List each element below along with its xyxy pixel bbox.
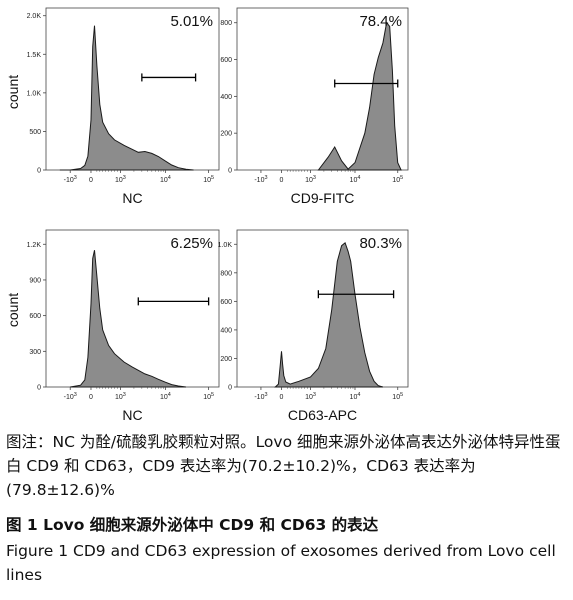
y-tick-label: 1.5K — [27, 52, 42, 59]
x-tick-label: -103 — [254, 175, 267, 184]
gate-percentage: 6.25% — [170, 235, 213, 252]
histogram-area — [317, 21, 402, 171]
flow-cytometry-panels: 2.0K 1.5K 1.0K 500 0 -103 0 103 104 105 5.01% NC cou… — [5, 7, 409, 420]
plot-frame — [45, 7, 220, 171]
figure-title-english: Figure 1 CD9 and CD63 expression of exos… — [6, 542, 556, 584]
x-tick-label: 105 — [203, 175, 214, 184]
x-tick-label: 103 — [305, 175, 316, 184]
gate-percentage: 80.3% — [359, 235, 402, 252]
histogram-panel-bottom-right: 1.0K 800 600 400 200 0 -103 0 103 104 105 80.3% CD63… — [218, 229, 409, 420]
y-tick-label: 400 — [220, 327, 232, 334]
histogram-area — [59, 25, 194, 171]
y-tick-label: 1.0K — [27, 90, 42, 97]
y-tick-label: 600 — [220, 299, 232, 306]
y-tick-label: 1.0K — [218, 242, 233, 249]
x-tick-label: -103 — [64, 392, 77, 401]
x-tick-label: 104 — [160, 175, 171, 184]
figure-title-chinese: 图 1 Lovo 细胞来源外泌体中 CD9 和 CD63 的表达 — [6, 516, 379, 534]
y-tick-label: 0 — [37, 168, 41, 175]
histogram-figure: 2.0K 1.5K 1.0K 500 0 -103 0 103 104 105 5.01% NC cou… — [5, 7, 409, 420]
histogram-area — [274, 241, 384, 388]
x-tick-label: 104 — [350, 175, 361, 184]
y-tick-label: 0 — [228, 385, 232, 392]
y-tick-label: 400 — [220, 94, 232, 101]
x-tick-label: 0 — [280, 394, 284, 401]
y-tick-label: 600 — [220, 57, 232, 64]
histogram-panel-top-left: 2.0K 1.5K 1.0K 500 0 -103 0 103 104 105 5.01% NC cou… — [5, 7, 220, 206]
y-tick-label: 800 — [220, 270, 232, 277]
x-tick-label: -103 — [64, 175, 77, 184]
figure-note: 图注：NC 为酫/硫酸乳胶颗粒对照。Lovo 细胞来源外泌体高表达外泌体特异性蛋… — [6, 433, 561, 499]
x-tick-label: 104 — [160, 392, 171, 401]
y-tick-label: 0 — [228, 168, 232, 175]
histogram-area — [70, 250, 187, 388]
y-tick-label: 200 — [220, 131, 232, 138]
x-tick-label: 105 — [392, 175, 403, 184]
y-tick-label: 600 — [29, 313, 41, 320]
y-axis-label: count — [5, 75, 21, 109]
x-tick-label: 103 — [115, 392, 126, 401]
y-tick-label: 2.0K — [27, 13, 42, 20]
plot-frame — [45, 229, 220, 388]
x-tick-label: 0 — [89, 394, 93, 401]
x-tick-label: 103 — [305, 392, 316, 401]
x-axis-label: CD63-APC — [288, 407, 357, 420]
y-tick-label: 0 — [37, 385, 41, 392]
x-tick-label: -103 — [254, 392, 267, 401]
x-axis-label: NC — [122, 407, 142, 420]
x-tick-label: 0 — [280, 177, 284, 184]
y-tick-label: 800 — [220, 20, 232, 27]
y-tick-label: 1.2K — [27, 242, 42, 249]
y-tick-label: 300 — [29, 349, 41, 356]
histogram-panel-bottom-left: 1.2K 900 600 300 0 -103 0 103 104 105 6.25% NC count — [5, 229, 220, 420]
gate-percentage: 78.4% — [359, 13, 402, 30]
x-tick-label: 104 — [350, 392, 361, 401]
histogram-panel-top-right: 800 600 400 200 0 -103 0 103 104 105 78.4% CD9-FITC — [220, 7, 409, 206]
x-tick-label: 105 — [392, 392, 403, 401]
y-tick-label: 200 — [220, 356, 232, 363]
gate-percentage: 5.01% — [170, 13, 213, 30]
x-tick-label: 105 — [203, 392, 214, 401]
y-tick-label: 500 — [29, 129, 41, 136]
x-tick-label: 103 — [115, 175, 126, 184]
y-tick-label: 900 — [29, 277, 41, 284]
y-axis-label: count — [5, 293, 21, 327]
x-axis-label: CD9-FITC — [291, 190, 355, 206]
x-axis-label: NC — [122, 190, 142, 206]
x-tick-label: 0 — [89, 177, 93, 184]
